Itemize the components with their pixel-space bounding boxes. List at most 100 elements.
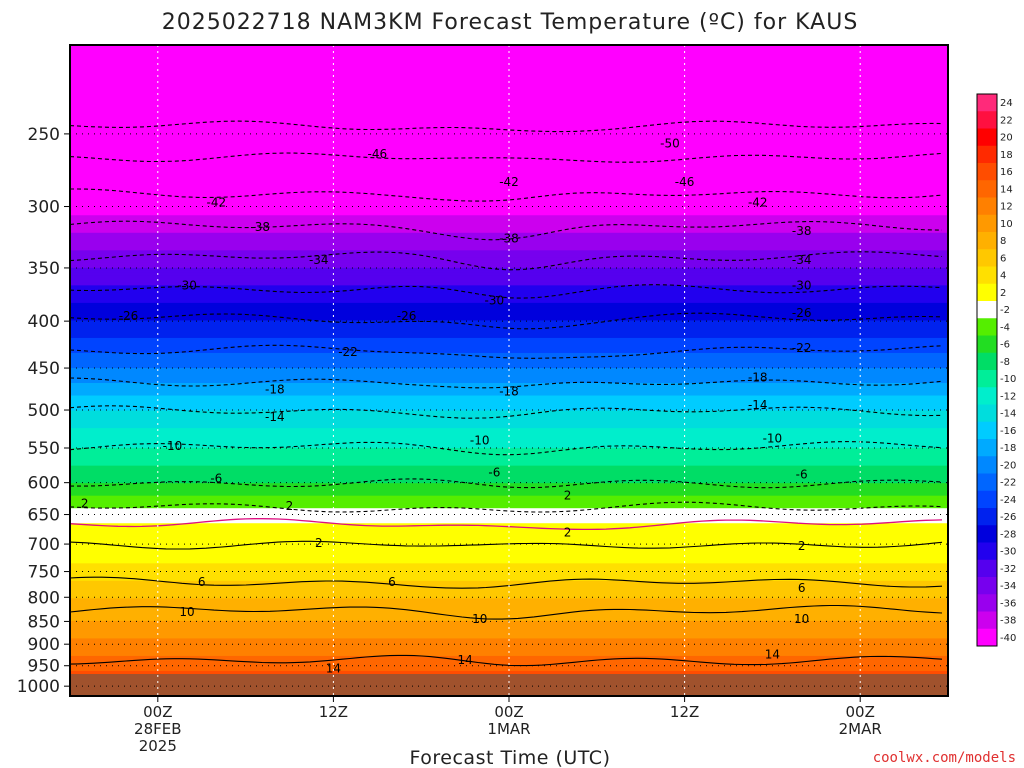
temperature-band (70, 365, 948, 369)
temperature-band (70, 648, 948, 652)
temperature-band (70, 660, 948, 665)
colorbar-label: 24 (1000, 98, 1013, 109)
x-tick-label: 2MAR (839, 720, 882, 738)
colorbar-swatch (977, 387, 997, 405)
temperature-band (70, 227, 948, 232)
temperature-band (70, 197, 948, 202)
temperature-band (70, 553, 948, 557)
temperature-band (70, 420, 948, 424)
x-tick-label: 00Z (494, 703, 523, 721)
contour-label: 10 (179, 605, 194, 619)
colorbar-frame (976, 93, 998, 647)
y-tick-label: 500 (28, 401, 60, 421)
temperature-band (70, 460, 948, 464)
colorbar-swatch (977, 249, 997, 267)
x-tick-label: 28FEB (134, 720, 181, 738)
temperature-band (70, 112, 948, 116)
temperature-band (70, 435, 948, 439)
y-tick-label: 750 (28, 563, 60, 583)
temperature-band (70, 125, 948, 129)
temperature-band (70, 610, 948, 615)
contour-label: -14 (265, 410, 285, 424)
temperature-band (70, 335, 948, 339)
colorbar-label: 10 (1000, 219, 1013, 230)
contour-label: -34 (309, 253, 329, 267)
colorbar-swatch (977, 266, 997, 285)
temperature-band (70, 598, 948, 602)
temperature-band (70, 438, 948, 442)
temperature-band (70, 347, 948, 352)
temperature-band (70, 245, 948, 249)
temperature-band (70, 317, 948, 322)
temperature-band (70, 100, 948, 104)
temperature-band (70, 107, 948, 111)
temperature-band (70, 220, 948, 224)
colorbar-label: 6 (1000, 253, 1006, 264)
contour-line (70, 344, 943, 359)
temperature-band (70, 117, 948, 121)
temperature-band (70, 588, 948, 592)
temperature-band (70, 340, 948, 344)
temperature-band (70, 280, 948, 284)
temperature-band (70, 265, 948, 269)
colorbar-label: -14 (1000, 409, 1016, 420)
contour-line (70, 284, 943, 299)
y-tick-label: 450 (28, 359, 60, 379)
contour-label: -38 (250, 220, 270, 234)
contour-label: -22 (792, 341, 812, 355)
contour-line (70, 604, 943, 620)
contour-line (70, 478, 943, 489)
temperature-band (70, 468, 948, 472)
contour-label: 2 (798, 539, 806, 553)
colorbar-label: -6 (1000, 340, 1010, 351)
colorbar-label: -26 (1000, 512, 1016, 523)
colorbar-swatch (977, 111, 997, 129)
temperature-band (70, 177, 948, 181)
temperature-band (70, 162, 948, 166)
colorbar-label: -12 (1000, 391, 1016, 402)
colorbar-label: -32 (1000, 564, 1016, 575)
temperature-band (70, 270, 948, 274)
contour-line (70, 654, 943, 667)
colorbar-label: -4 (1000, 322, 1010, 333)
contour-line (70, 188, 943, 202)
colorbar-label: -30 (1000, 547, 1016, 558)
contour-label: -6 (488, 466, 500, 480)
contour-label: -6 (796, 468, 808, 482)
temperature-band (70, 267, 948, 272)
temperature-band (70, 555, 948, 560)
colorbar-swatch (977, 301, 997, 319)
contour-line (70, 576, 943, 589)
temperature-band (70, 155, 948, 159)
temperature-band (70, 240, 948, 244)
temperature-band (70, 633, 948, 637)
x-tick-label: 12Z (319, 703, 348, 721)
temperature-band (70, 375, 948, 379)
colorbar-swatch (977, 232, 997, 250)
temperature-band (70, 65, 948, 69)
temperature-band (70, 282, 948, 287)
colorbar-label: -2 (1000, 305, 1010, 316)
temperature-band (70, 533, 948, 537)
temperature-band (70, 635, 948, 640)
colorbar-label: -16 (1000, 426, 1016, 437)
temperature-band (70, 570, 948, 575)
x-axis-label: Forecast Time (UTC) (410, 747, 611, 768)
colorbar-swatch (977, 490, 997, 509)
contour-label: -10 (763, 431, 783, 445)
temperature-contours (70, 120, 943, 667)
temperature-band (70, 327, 948, 332)
contour-label: 14 (765, 648, 780, 662)
temperature-band (70, 523, 948, 527)
colorbar-label: -10 (1000, 374, 1016, 385)
contour-label: -46 (675, 175, 695, 189)
temperature-band (70, 443, 948, 447)
contour-label: 2 (564, 526, 572, 540)
colorbar-swatch (977, 542, 997, 561)
y-tick-label: 950 (28, 657, 60, 677)
colorbar-label: -24 (1000, 495, 1016, 506)
y-tick-label: 650 (28, 506, 60, 526)
temperature-band (70, 370, 948, 374)
y-tick-label: 350 (28, 259, 60, 279)
